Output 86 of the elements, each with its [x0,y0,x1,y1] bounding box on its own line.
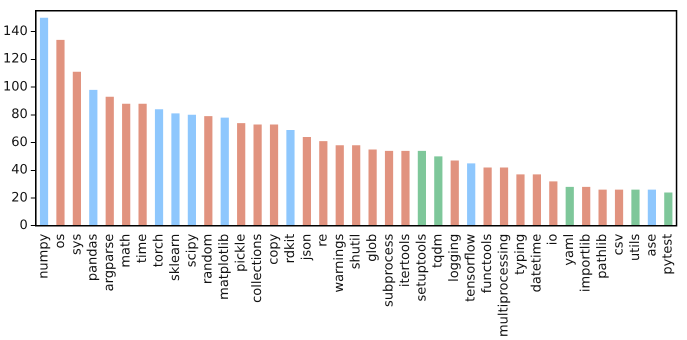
bar [56,40,65,226]
bar [138,104,147,226]
x-tick-label: copy [266,233,282,265]
x-tick-label: pathlib [594,234,610,279]
y-tick-label: 0 [20,218,28,234]
x-tick-label: random [200,234,216,284]
bar [467,163,476,226]
bar [516,174,525,226]
y-tick-label: 140 [2,24,28,39]
bar [631,190,640,226]
bar [500,167,508,226]
bar [648,190,656,226]
bar [598,190,607,226]
y-tick-label: 100 [2,79,28,94]
bar [302,136,311,226]
x-tick-label: pytest [660,234,676,275]
bar [171,113,180,226]
x-tick-label: datetime [529,234,544,292]
x-tick-label: rdkit [282,234,298,264]
x-tick-label: sklearn [168,234,183,281]
x-tick-label: functools [480,233,495,294]
y-tick-label: 60 [11,134,28,150]
bar [401,150,410,226]
x-tick-label: numpy [36,233,52,279]
x-tick-label: pandas [86,233,101,282]
bar [154,109,164,226]
x-tick-label: warnings [332,234,348,293]
x-tick-label: typing [512,234,528,275]
bar [566,186,574,226]
x-tick-label: json [299,234,314,262]
x-tick-label: utils [628,234,643,262]
x-tick-label: csv [611,233,626,256]
y-tick-label: 20 [11,190,28,206]
x-tick-label: shutil [348,234,364,270]
x-tick-label: re [316,234,331,247]
x-tick-label: torch [151,234,166,268]
x-tick-label: sys [69,234,84,255]
bar [664,192,672,226]
x-tick-label: collections [250,234,265,303]
x-tick-label: time [134,234,150,264]
x-tick-label: setuptools [414,233,430,302]
bar [188,114,196,226]
bar [549,181,558,226]
x-tick-label: itertools [398,234,413,288]
bar [434,156,442,226]
bar [89,90,98,226]
bar [72,72,81,226]
y-tick-label: 40 [11,162,28,178]
x-tick-label: pickle [234,234,249,272]
bar [286,130,295,226]
x-tick-label: ase [644,234,660,256]
x-tick-label: os [52,234,68,248]
bar [484,167,492,226]
bar [614,190,624,226]
bar [384,150,394,226]
bar [450,160,459,226]
bar [352,145,360,226]
bar [532,174,541,226]
x-tick-label: matplotlib [217,234,232,300]
x-tick-label: importlib [578,234,594,292]
x-tick-label: tensorflow [464,233,479,302]
bar [368,149,377,226]
bar [237,123,246,226]
bar [122,104,130,226]
x-tick-label: logging [447,234,462,282]
x-tick-label: yaml [562,234,578,266]
bar [418,150,426,226]
x-tick-label: io [546,234,561,246]
x-tick-label: subprocess [381,234,396,307]
bar [220,118,229,226]
x-tick-label: tqdm [430,234,446,268]
bar [319,141,328,226]
bar [106,96,114,226]
y-tick-label: 120 [2,52,28,67]
x-tick-label: scipy [184,233,200,268]
bar [40,18,48,226]
bar [204,116,212,226]
x-tick-label: math [118,234,134,268]
bar [253,124,262,226]
bar [336,145,344,226]
y-tick-label: 80 [11,107,28,122]
x-tick-label: multiprocessing [496,234,512,338]
bar [582,186,590,226]
x-tick-label: glob [364,234,380,262]
x-tick-label: argparse [102,234,118,292]
bar [270,124,278,226]
